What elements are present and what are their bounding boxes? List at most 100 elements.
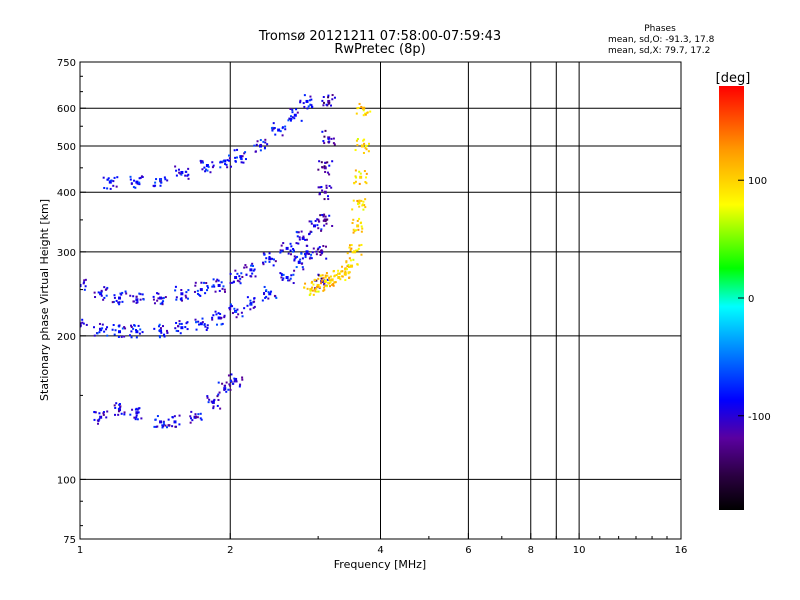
scatter-dot <box>229 384 232 387</box>
scatter-dot <box>184 170 187 173</box>
scatter-dot <box>226 159 229 162</box>
scatter-dot <box>129 175 132 178</box>
scatter-dot <box>185 322 188 325</box>
data-point <box>135 180 139 184</box>
data-point <box>118 330 122 334</box>
scatter-dot <box>364 198 367 201</box>
scatter-dot <box>112 184 115 187</box>
data-point <box>223 159 227 163</box>
scatter-dot <box>341 270 344 273</box>
scatter-dot <box>187 177 190 180</box>
scatter-dot <box>214 310 217 313</box>
scatter-dot <box>309 103 312 106</box>
scatter-dot <box>120 335 123 338</box>
scatter-dot <box>317 227 320 230</box>
scatter-dot <box>78 322 80 324</box>
scatter-dot <box>206 326 209 329</box>
scatter-dot <box>139 293 142 296</box>
scatter-dot <box>175 296 178 299</box>
scatter-dot <box>229 305 232 308</box>
scatter-dot <box>267 297 270 300</box>
scatter-dot <box>333 143 336 146</box>
scatter-dot <box>321 189 324 192</box>
scatter-dot <box>174 425 177 428</box>
scatter-dot <box>316 218 319 221</box>
scatter-dot <box>356 263 359 266</box>
scatter-dot <box>353 230 356 233</box>
scatter-dot <box>180 298 183 301</box>
scatter-dot <box>318 246 321 249</box>
scatter-dot <box>313 278 316 281</box>
scatter-dot <box>264 141 267 144</box>
scatter-dot <box>101 323 104 326</box>
scatter-dot <box>241 155 244 158</box>
scatter-dot <box>135 336 138 339</box>
scatter-dot <box>292 249 295 252</box>
scatter-dot <box>225 163 228 166</box>
y-tick-label: 200 <box>57 332 76 343</box>
scatter-dot <box>133 179 136 182</box>
scatter-dot <box>322 104 325 107</box>
scatter-dot <box>118 303 121 306</box>
scatter-dot <box>364 144 367 147</box>
data-point <box>268 292 272 296</box>
scatter-dot <box>229 380 232 383</box>
scatter-dot <box>327 198 330 201</box>
scatter-dot <box>201 168 204 171</box>
scatter-dot <box>272 264 275 267</box>
scatter-dot <box>353 182 356 185</box>
scatter-dot <box>227 154 230 157</box>
scatter-dot <box>156 415 159 418</box>
grid-lines <box>80 62 681 539</box>
scatter-dot <box>130 182 133 185</box>
scatter-dot <box>138 183 141 186</box>
scatter-dot <box>306 107 309 110</box>
scatter-dot <box>212 314 215 317</box>
scatter-dot <box>284 125 287 128</box>
scatter-dot <box>328 164 331 167</box>
scatter-dot <box>113 296 116 299</box>
scatter-dot <box>246 296 249 299</box>
scatter-dot <box>101 327 104 330</box>
scatter-dot <box>328 173 331 176</box>
scatter-dot <box>197 320 200 323</box>
scatter-dot <box>97 420 100 423</box>
scatter-dot <box>125 292 128 295</box>
data-point <box>356 224 360 228</box>
data-point <box>239 155 243 159</box>
scatter-dot <box>156 299 159 302</box>
scatter-dot <box>329 281 332 284</box>
scatter-dot <box>185 291 188 294</box>
scatter-dot <box>102 413 105 416</box>
scatter-dot <box>217 279 220 282</box>
data-point <box>312 224 316 228</box>
scatter-dot <box>163 176 166 179</box>
scatter-dot <box>259 143 262 146</box>
scatter-dot <box>236 279 239 282</box>
scatter-dot <box>184 294 187 297</box>
scatter-dot <box>194 281 197 284</box>
scatter-dot <box>141 293 144 296</box>
scatter-dot <box>297 242 300 245</box>
data-point <box>316 283 320 287</box>
scatter-dot <box>326 274 329 277</box>
scatter-dot <box>105 294 108 297</box>
scatter-dot <box>332 282 335 285</box>
scatter-dot <box>345 268 348 271</box>
scatter-dot <box>365 182 368 185</box>
scatter-dot <box>74 324 76 326</box>
scatter-dot <box>284 128 287 131</box>
scatter-dot <box>113 176 116 179</box>
scatter-dot <box>135 416 138 419</box>
chart-title: Tromsø 20121211 07:58:00-07:59:43 <box>258 29 501 44</box>
scatter-dot <box>339 278 342 281</box>
scatter-dot <box>132 186 135 189</box>
scatter-dot <box>249 299 252 302</box>
scatter-dot <box>175 329 178 332</box>
scatter-dot <box>325 186 328 189</box>
scatter-dot <box>74 279 76 281</box>
scatter-dot <box>321 274 324 277</box>
scatter-dot <box>241 378 244 381</box>
data-point <box>309 288 313 292</box>
scatter-dot <box>78 281 80 283</box>
